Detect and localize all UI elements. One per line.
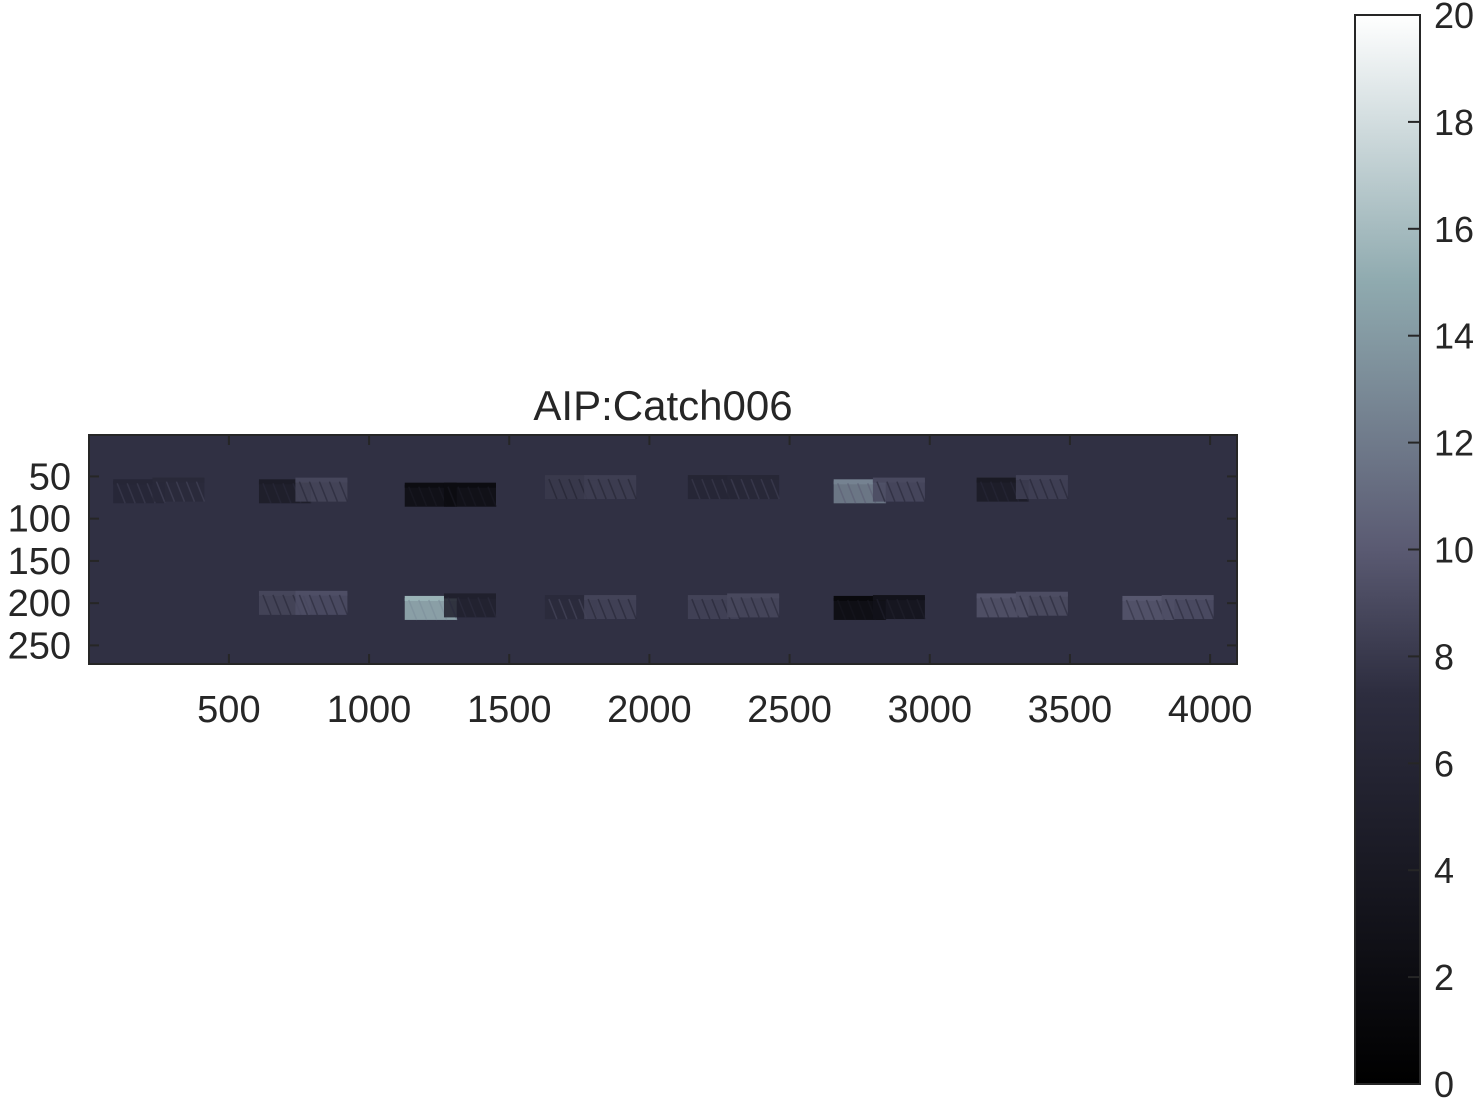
heatmap-patch (1015, 591, 1069, 616)
y-tick-label: 250 (8, 625, 71, 667)
x-tick-label: 1500 (467, 689, 552, 731)
colorbar-tick-label: 12 (1434, 423, 1474, 464)
heatmap-patch (1122, 595, 1176, 621)
colorbar-tick-label: 18 (1434, 102, 1474, 143)
colorbar-tick-label: 8 (1434, 636, 1454, 677)
heatmap-patches (113, 475, 1215, 621)
heatmap-patch (443, 593, 497, 618)
x-tick-label: 2000 (607, 689, 692, 731)
x-axis: 500 1000 1500 2000 2500 3000 3500 4000 (197, 435, 1252, 731)
heatmap-patch (1015, 475, 1069, 500)
heatmap-patch (113, 479, 166, 504)
colorbar-tick-label: 16 (1434, 209, 1474, 250)
heatmap-patch (443, 482, 497, 507)
colorbar-tick-label: 10 (1434, 530, 1474, 571)
heatmap-patch (833, 479, 887, 504)
heatmap-background (89, 435, 1237, 664)
heatmap-patch (1161, 595, 1215, 620)
heatmap-patch (872, 595, 926, 620)
y-tick-label: 50 (29, 456, 71, 498)
heatmap-patch (404, 482, 458, 507)
heatmap-patch (727, 475, 780, 500)
y-tick-label: 100 (8, 499, 71, 541)
chart-title: AIP:Catch006 (533, 382, 792, 429)
x-tick-label: 1000 (327, 689, 412, 731)
heatmap-patch (295, 477, 349, 502)
heatmap-patch (872, 477, 926, 502)
axes-frame (88, 434, 1238, 665)
heatmap-patch (544, 475, 598, 500)
y-tick-label: 200 (8, 583, 71, 625)
heatmap-patch (584, 595, 637, 620)
colorbar: 0 2 4 6 8 10 12 14 16 18 20 (1354, 0, 1474, 1103)
x-tick-label: 3500 (1028, 689, 1113, 731)
colorbar-ticks: 0 2 4 6 8 10 12 14 16 18 20 (1408, 0, 1474, 1103)
colorbar-tick-label: 4 (1434, 850, 1454, 891)
x-tick-label: 2500 (747, 689, 832, 731)
heatmap-patch (727, 593, 780, 618)
y-tick-label: 150 (8, 541, 71, 583)
colorbar-tick-label: 0 (1434, 1064, 1454, 1103)
colorbar-tick-label: 2 (1434, 957, 1454, 998)
heatmap-patch (152, 477, 206, 502)
heatmap-patch (404, 595, 458, 621)
colorbar-tick-label: 6 (1434, 743, 1454, 784)
x-tick-label: 4000 (1168, 689, 1253, 731)
heatmap-patch (295, 590, 349, 616)
heatmap-patch (584, 475, 637, 500)
colorbar-tick-label: 20 (1434, 0, 1474, 36)
x-tick-label: 3000 (887, 689, 972, 731)
heatmap-axes: 500 1000 1500 2000 2500 3000 3500 4000 50100150… (8, 434, 1252, 731)
colorbar-tick-label: 14 (1434, 316, 1474, 357)
x-tick-label: 500 (197, 689, 260, 731)
